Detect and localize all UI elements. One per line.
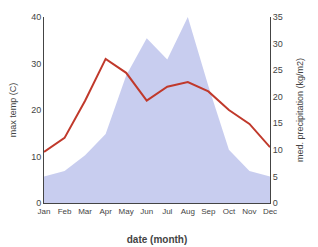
svg-text:Oct: Oct — [223, 207, 236, 216]
svg-text:Jan: Jan — [38, 207, 51, 216]
svg-text:0: 0 — [273, 198, 278, 208]
svg-text:0: 0 — [36, 198, 41, 208]
svg-text:25: 25 — [273, 65, 283, 75]
svg-text:Dec: Dec — [263, 207, 277, 216]
svg-text:10: 10 — [31, 152, 41, 162]
svg-text:May: May — [119, 207, 134, 216]
svg-text:Sep: Sep — [201, 207, 216, 216]
svg-text:10: 10 — [273, 145, 283, 155]
svg-text:30: 30 — [273, 39, 283, 49]
svg-text:35: 35 — [273, 12, 283, 22]
svg-text:Mar: Mar — [78, 207, 92, 216]
svg-text:Jul: Jul — [162, 207, 172, 216]
svg-text:Jun: Jun — [140, 207, 153, 216]
svg-text:Nov: Nov — [242, 207, 256, 216]
svg-text:Feb: Feb — [58, 207, 72, 216]
svg-text:20: 20 — [31, 105, 41, 115]
svg-text:30: 30 — [31, 59, 41, 69]
svg-text:Apr: Apr — [99, 207, 112, 216]
svg-text:15: 15 — [273, 118, 283, 128]
svg-text:med. precipitation (kg/m2): med. precipitation (kg/m2) — [295, 58, 305, 162]
svg-text:Aug: Aug — [181, 207, 195, 216]
svg-text:40: 40 — [31, 12, 41, 22]
svg-text:max temp (C): max temp (C) — [8, 83, 18, 138]
svg-text:date (month): date (month) — [127, 234, 188, 245]
svg-text:5: 5 — [273, 172, 278, 182]
svg-text:20: 20 — [273, 92, 283, 102]
